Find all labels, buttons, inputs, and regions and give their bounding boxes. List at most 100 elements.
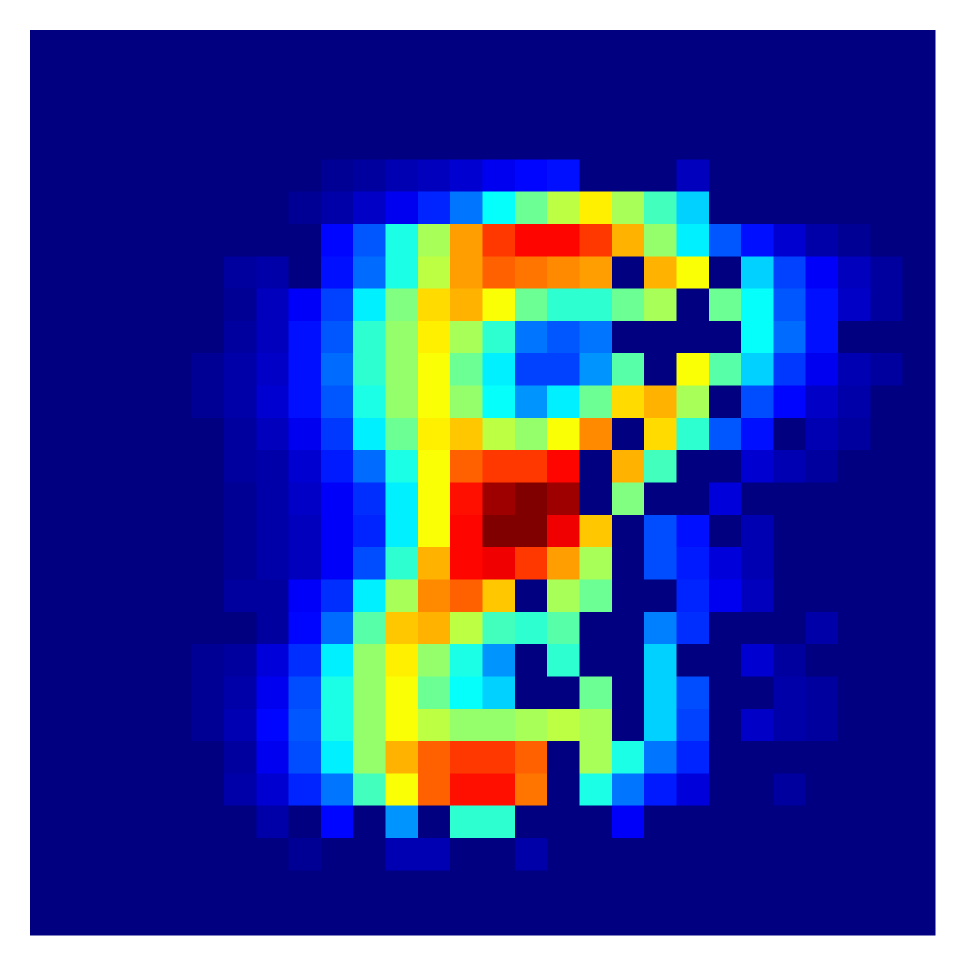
- heat-cell: [417, 611, 451, 645]
- heat-cell: [902, 902, 936, 936]
- heat-cell: [288, 644, 322, 678]
- heat-cell: [805, 547, 839, 581]
- heat-cell: [94, 126, 128, 160]
- heat-cell: [450, 417, 484, 451]
- heat-cell: [838, 611, 871, 645]
- heat-cell: [579, 482, 613, 516]
- heat-cell: [62, 644, 96, 678]
- heat-cell: [223, 805, 257, 839]
- heat-cell: [773, 644, 807, 678]
- heat-cell: [417, 417, 451, 451]
- heat-cell: [30, 288, 63, 322]
- heat-cell: [514, 644, 548, 678]
- heat-cell: [385, 256, 419, 290]
- heat-cell: [159, 579, 193, 613]
- heat-cell: [838, 676, 871, 710]
- heat-cell: [30, 30, 63, 63]
- heat-cell: [773, 676, 807, 710]
- heat-cell: [514, 611, 548, 645]
- heat-cell: [870, 126, 904, 160]
- heat-cell: [223, 644, 257, 678]
- heat-cell: [417, 870, 451, 904]
- heat-cell: [708, 482, 742, 516]
- heat-cell: [644, 223, 678, 257]
- heat-cell: [417, 450, 451, 484]
- heat-cell: [320, 870, 354, 904]
- heat-cell: [126, 223, 160, 257]
- heat-cell: [547, 838, 581, 871]
- heat-cell: [191, 126, 225, 160]
- heat-cell: [320, 547, 354, 581]
- heat-cell: [256, 547, 290, 581]
- heat-cell: [126, 870, 160, 904]
- heat-cell: [482, 838, 516, 871]
- heat-cell: [805, 676, 839, 710]
- heat-cell: [579, 902, 613, 936]
- heat-cell: [126, 159, 160, 193]
- heat-cell: [191, 159, 225, 193]
- heat-cell: [450, 223, 484, 257]
- heat-cell: [191, 547, 225, 581]
- heat-cell: [159, 223, 193, 257]
- heat-cell: [482, 708, 516, 742]
- heat-cell: [547, 644, 581, 678]
- heat-cell: [450, 320, 484, 354]
- heat-cell: [482, 644, 516, 678]
- heat-cell: [838, 838, 871, 871]
- heat-cell: [320, 708, 354, 742]
- heat-cell: [30, 902, 63, 936]
- heat-cell: [191, 644, 225, 678]
- heat-cell: [838, 579, 871, 613]
- heat-cell: [353, 902, 387, 936]
- heat-cell: [676, 644, 710, 678]
- heat-cell: [126, 611, 160, 645]
- heat-cell: [547, 708, 581, 742]
- heat-cell: [708, 385, 742, 419]
- heat-cell: [741, 62, 774, 96]
- heat-cell: [417, 256, 451, 290]
- heat-cell: [644, 741, 678, 774]
- heat-cell: [676, 62, 710, 96]
- heat-cell: [579, 741, 613, 774]
- heat-cell: [159, 644, 193, 678]
- heat-cell: [191, 256, 225, 290]
- heat-cell: [30, 773, 63, 807]
- heat-cell: [676, 870, 710, 904]
- heat-cell: [514, 159, 548, 193]
- heat-cell: [838, 482, 871, 516]
- heat-cell: [579, 385, 613, 419]
- heat-cell: [805, 159, 839, 193]
- heat-cell: [482, 353, 516, 387]
- heat-cell: [353, 514, 387, 548]
- heat-cell: [385, 353, 419, 387]
- heat-cell: [902, 256, 936, 290]
- heat-cell: [223, 353, 257, 387]
- heat-cell: [288, 126, 322, 160]
- heat-cell: [644, 902, 678, 936]
- heat-cell: [741, 708, 774, 742]
- heat-cell: [256, 320, 290, 354]
- heat-cell: [773, 708, 807, 742]
- heat-cell: [126, 30, 160, 63]
- heat-cell: [417, 514, 451, 548]
- heat-cell: [191, 902, 225, 936]
- heat-cell: [353, 320, 387, 354]
- heat-cell: [805, 288, 839, 322]
- heat-cell: [708, 94, 742, 128]
- heat-cell: [547, 741, 581, 774]
- heat-cell: [611, 159, 645, 193]
- heat-cell: [514, 773, 548, 807]
- heat-cell: [902, 773, 936, 807]
- heat-cell: [805, 126, 839, 160]
- heat-cell: [676, 708, 710, 742]
- heat-cell: [773, 353, 807, 387]
- heat-cell: [223, 482, 257, 516]
- heat-cell: [773, 385, 807, 419]
- heat-cell: [773, 805, 807, 839]
- heat-cell: [288, 320, 322, 354]
- heat-cell: [159, 708, 193, 742]
- heat-cell: [547, 902, 581, 936]
- heat-cell: [741, 838, 774, 871]
- heat-cell: [256, 870, 290, 904]
- heat-cell: [644, 838, 678, 871]
